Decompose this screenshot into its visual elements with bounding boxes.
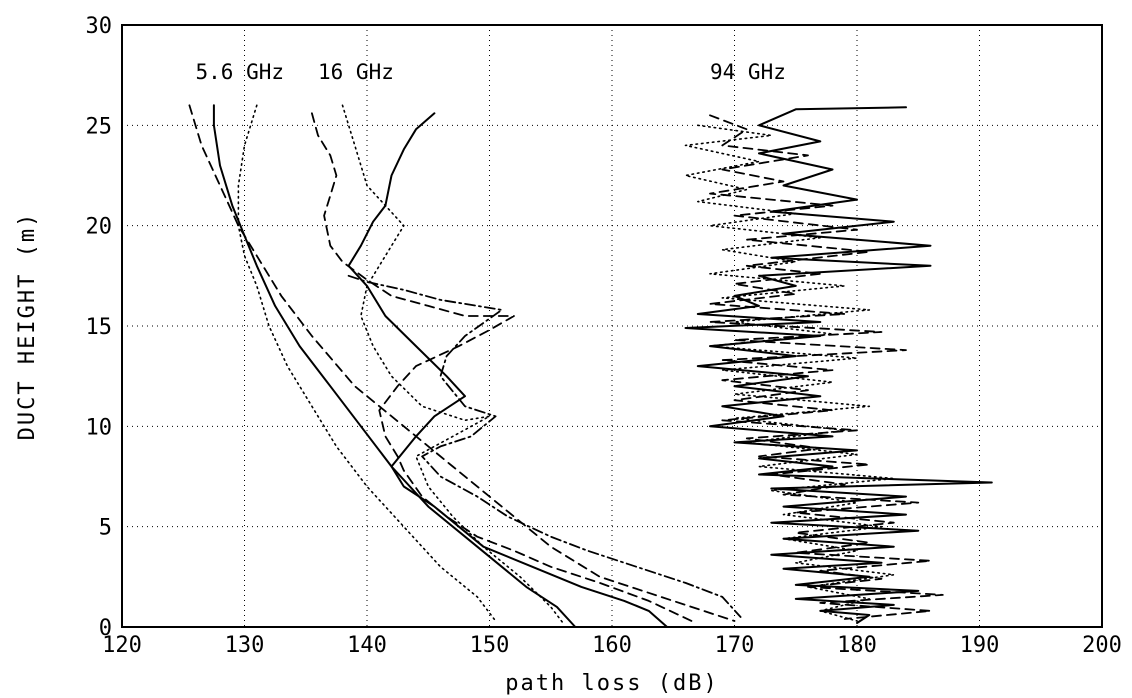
x-tick-label: 160 [592,633,632,658]
series-line [684,124,895,622]
y-tick-labels: 0 5 10 15 20 25 30 [86,14,113,641]
series-line [212,104,577,628]
x-tick-label: 140 [347,633,387,658]
grid-lines [122,25,1102,627]
y-tick-label: 15 [86,315,113,340]
frequency-label: 94 GHz [710,60,786,84]
series-line [709,114,944,620]
x-tick-labels: 120 130 140 150 160 170 180 190 200 [102,633,1122,658]
y-tick-label: 5 [99,516,112,541]
series-line [188,104,736,622]
x-tick-label: 200 [1082,633,1122,658]
x-tick-label: 170 [715,633,755,658]
y-axis-label: DUCT HEIGHT (m) [15,212,40,441]
x-tick-label: 190 [960,633,1000,658]
frequency-label: 16 GHz [318,60,394,84]
x-axis-label: path loss (dB) [505,671,718,696]
series-line [347,112,669,628]
x-tick-label: 150 [470,633,510,658]
series-line [341,104,564,624]
series-line [347,274,742,618]
series-line [684,106,993,624]
frequency-labels: 5.6 GHz 16 GHz 94 GHz [196,60,786,84]
x-tick-label: 120 [102,633,142,658]
y-tick-label: 0 [99,616,112,641]
series-line [311,112,693,622]
frequency-label: 5.6 GHz [196,60,285,84]
x-tick-label: 130 [225,633,265,658]
y-tick-label: 25 [86,114,113,139]
y-tick-label: 30 [86,14,113,39]
x-tick-label: 180 [837,633,877,658]
y-tick-label: 10 [86,415,113,440]
plot-frame [121,24,1103,628]
series-line [237,104,497,622]
series-lines [188,104,993,628]
y-tick-label: 20 [86,215,113,240]
